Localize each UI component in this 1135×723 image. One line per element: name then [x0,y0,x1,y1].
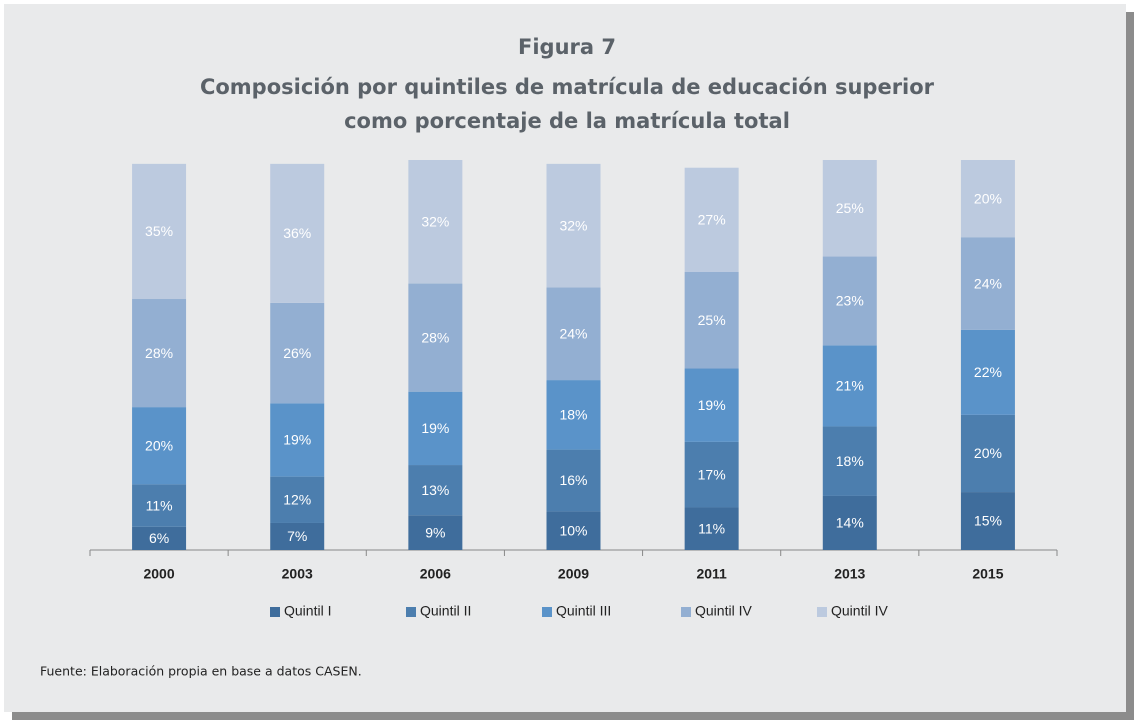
data-label: 16% [559,472,587,488]
bar-segment [960,160,1015,238]
x-tick-label: 2011 [696,566,727,582]
x-tick-label: 2009 [558,566,589,582]
data-label: 20% [974,445,1002,461]
x-tick-label: 2013 [834,566,865,582]
data-label: 32% [559,217,587,233]
legend-label: Quintil IV [831,603,888,619]
bar-segment [270,163,325,303]
data-label: 12% [283,492,311,508]
bar-segment [960,237,1015,330]
data-label: 20% [145,437,173,453]
bar-segment [546,380,601,450]
x-tick-label: 2000 [143,566,174,582]
data-label: 25% [698,312,726,328]
data-label: 10% [559,522,587,538]
data-label: 19% [421,420,449,436]
chart-subtitle: Composición por quintiles de matrícula d… [200,75,935,99]
data-label: 22% [974,364,1002,380]
data-label: 36% [283,225,311,241]
data-label: 35% [145,223,173,239]
bar-segment [270,476,325,523]
bar-segment [408,283,463,392]
bar-segment [546,449,601,512]
data-label: 11% [146,497,173,513]
data-label: 14% [836,515,864,531]
data-label: 18% [836,453,864,469]
data-label: 25% [836,200,864,216]
x-tick-label: 2015 [972,566,1003,582]
data-label: 15% [974,513,1002,529]
data-label: 13% [421,482,449,498]
bar-segment [684,167,739,272]
bar-segment [822,256,877,346]
bar-segment [408,160,463,284]
bar-segment [270,302,325,404]
bar-segment [960,329,1015,415]
bar-segment [684,441,739,508]
legend-swatch [542,607,552,617]
data-label: 19% [283,432,311,448]
data-label: 27% [698,212,726,228]
bar-segment [132,407,187,485]
bar-segment [132,163,187,300]
data-label: 24% [559,325,587,341]
data-label: 18% [559,407,587,423]
data-label: 7% [287,528,307,544]
bar-segment [132,484,187,527]
bar-segment [408,515,463,550]
legend-label: Quintil III [556,603,611,619]
bar-segment [546,163,601,288]
bar-segment [822,426,877,496]
bar-segment [960,492,1015,550]
legend-swatch [817,607,827,617]
data-label: 26% [283,345,311,361]
x-tick-label: 2006 [420,566,451,582]
data-label: 11% [698,520,725,536]
bar-segment [684,368,739,442]
bar-segment [408,391,463,466]
bar-segment [132,299,187,408]
data-label: 28% [145,345,173,361]
chart-subtitle: como porcentaje de la matrícula total [344,109,790,133]
data-label: 9% [425,524,445,540]
footnote: Fuente: Elaboración propia en base a dat… [40,664,362,679]
legend-swatch [681,607,691,617]
bar-segment [132,526,187,550]
bar-segment [684,507,739,550]
bar-segment [270,403,325,477]
bar-segment [546,511,601,550]
legend-label: Quintil II [420,603,471,619]
data-label: 19% [698,397,726,413]
legend-swatch [270,607,280,617]
bar-segment [960,414,1015,493]
bar-segment [408,465,463,516]
data-label: 21% [836,378,864,394]
legend-swatch [406,607,416,617]
data-label: 6% [149,530,169,546]
chart-title: Figura 7 [518,35,616,59]
data-label: 28% [421,329,449,345]
bar-segment [684,271,739,369]
data-label: 20% [974,190,1002,206]
bar-segment [270,522,325,550]
bar-segment [822,160,877,257]
legend-label: Quintil IV [695,603,752,619]
data-label: 24% [974,275,1002,291]
data-label: 17% [698,466,726,482]
data-label: 32% [421,213,449,229]
bar-segment [546,287,601,381]
x-tick-label: 2003 [282,566,313,582]
legend-label: Quintil I [284,603,331,619]
data-label: 23% [836,293,864,309]
bar-segment [822,495,877,550]
bar-segment [822,345,877,427]
